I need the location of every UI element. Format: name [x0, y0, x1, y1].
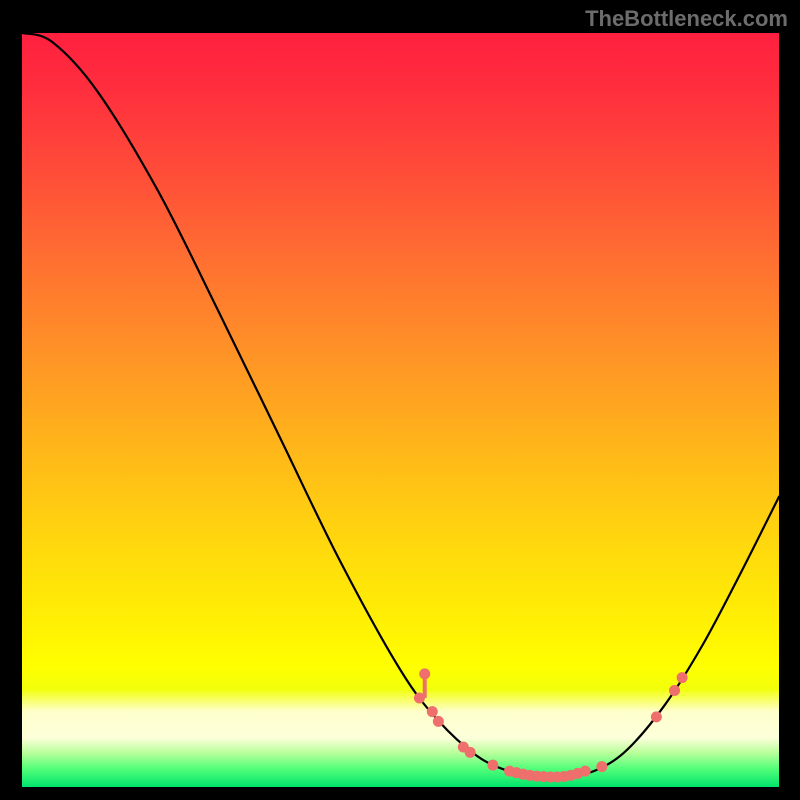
chart-marker — [677, 672, 688, 683]
chart-marker — [669, 685, 680, 696]
chart-marker — [419, 668, 430, 679]
chart-container — [0, 0, 800, 800]
chart-marker — [580, 766, 591, 777]
chart-svg — [0, 0, 800, 800]
chart-marker — [427, 706, 438, 717]
chart-marker — [465, 747, 476, 758]
chart-plot-background — [22, 33, 779, 787]
watermark-text: TheBottleneck.com — [585, 6, 788, 32]
chart-marker — [433, 716, 444, 727]
chart-marker — [487, 760, 498, 771]
chart-marker — [651, 711, 662, 722]
chart-marker — [596, 761, 607, 772]
